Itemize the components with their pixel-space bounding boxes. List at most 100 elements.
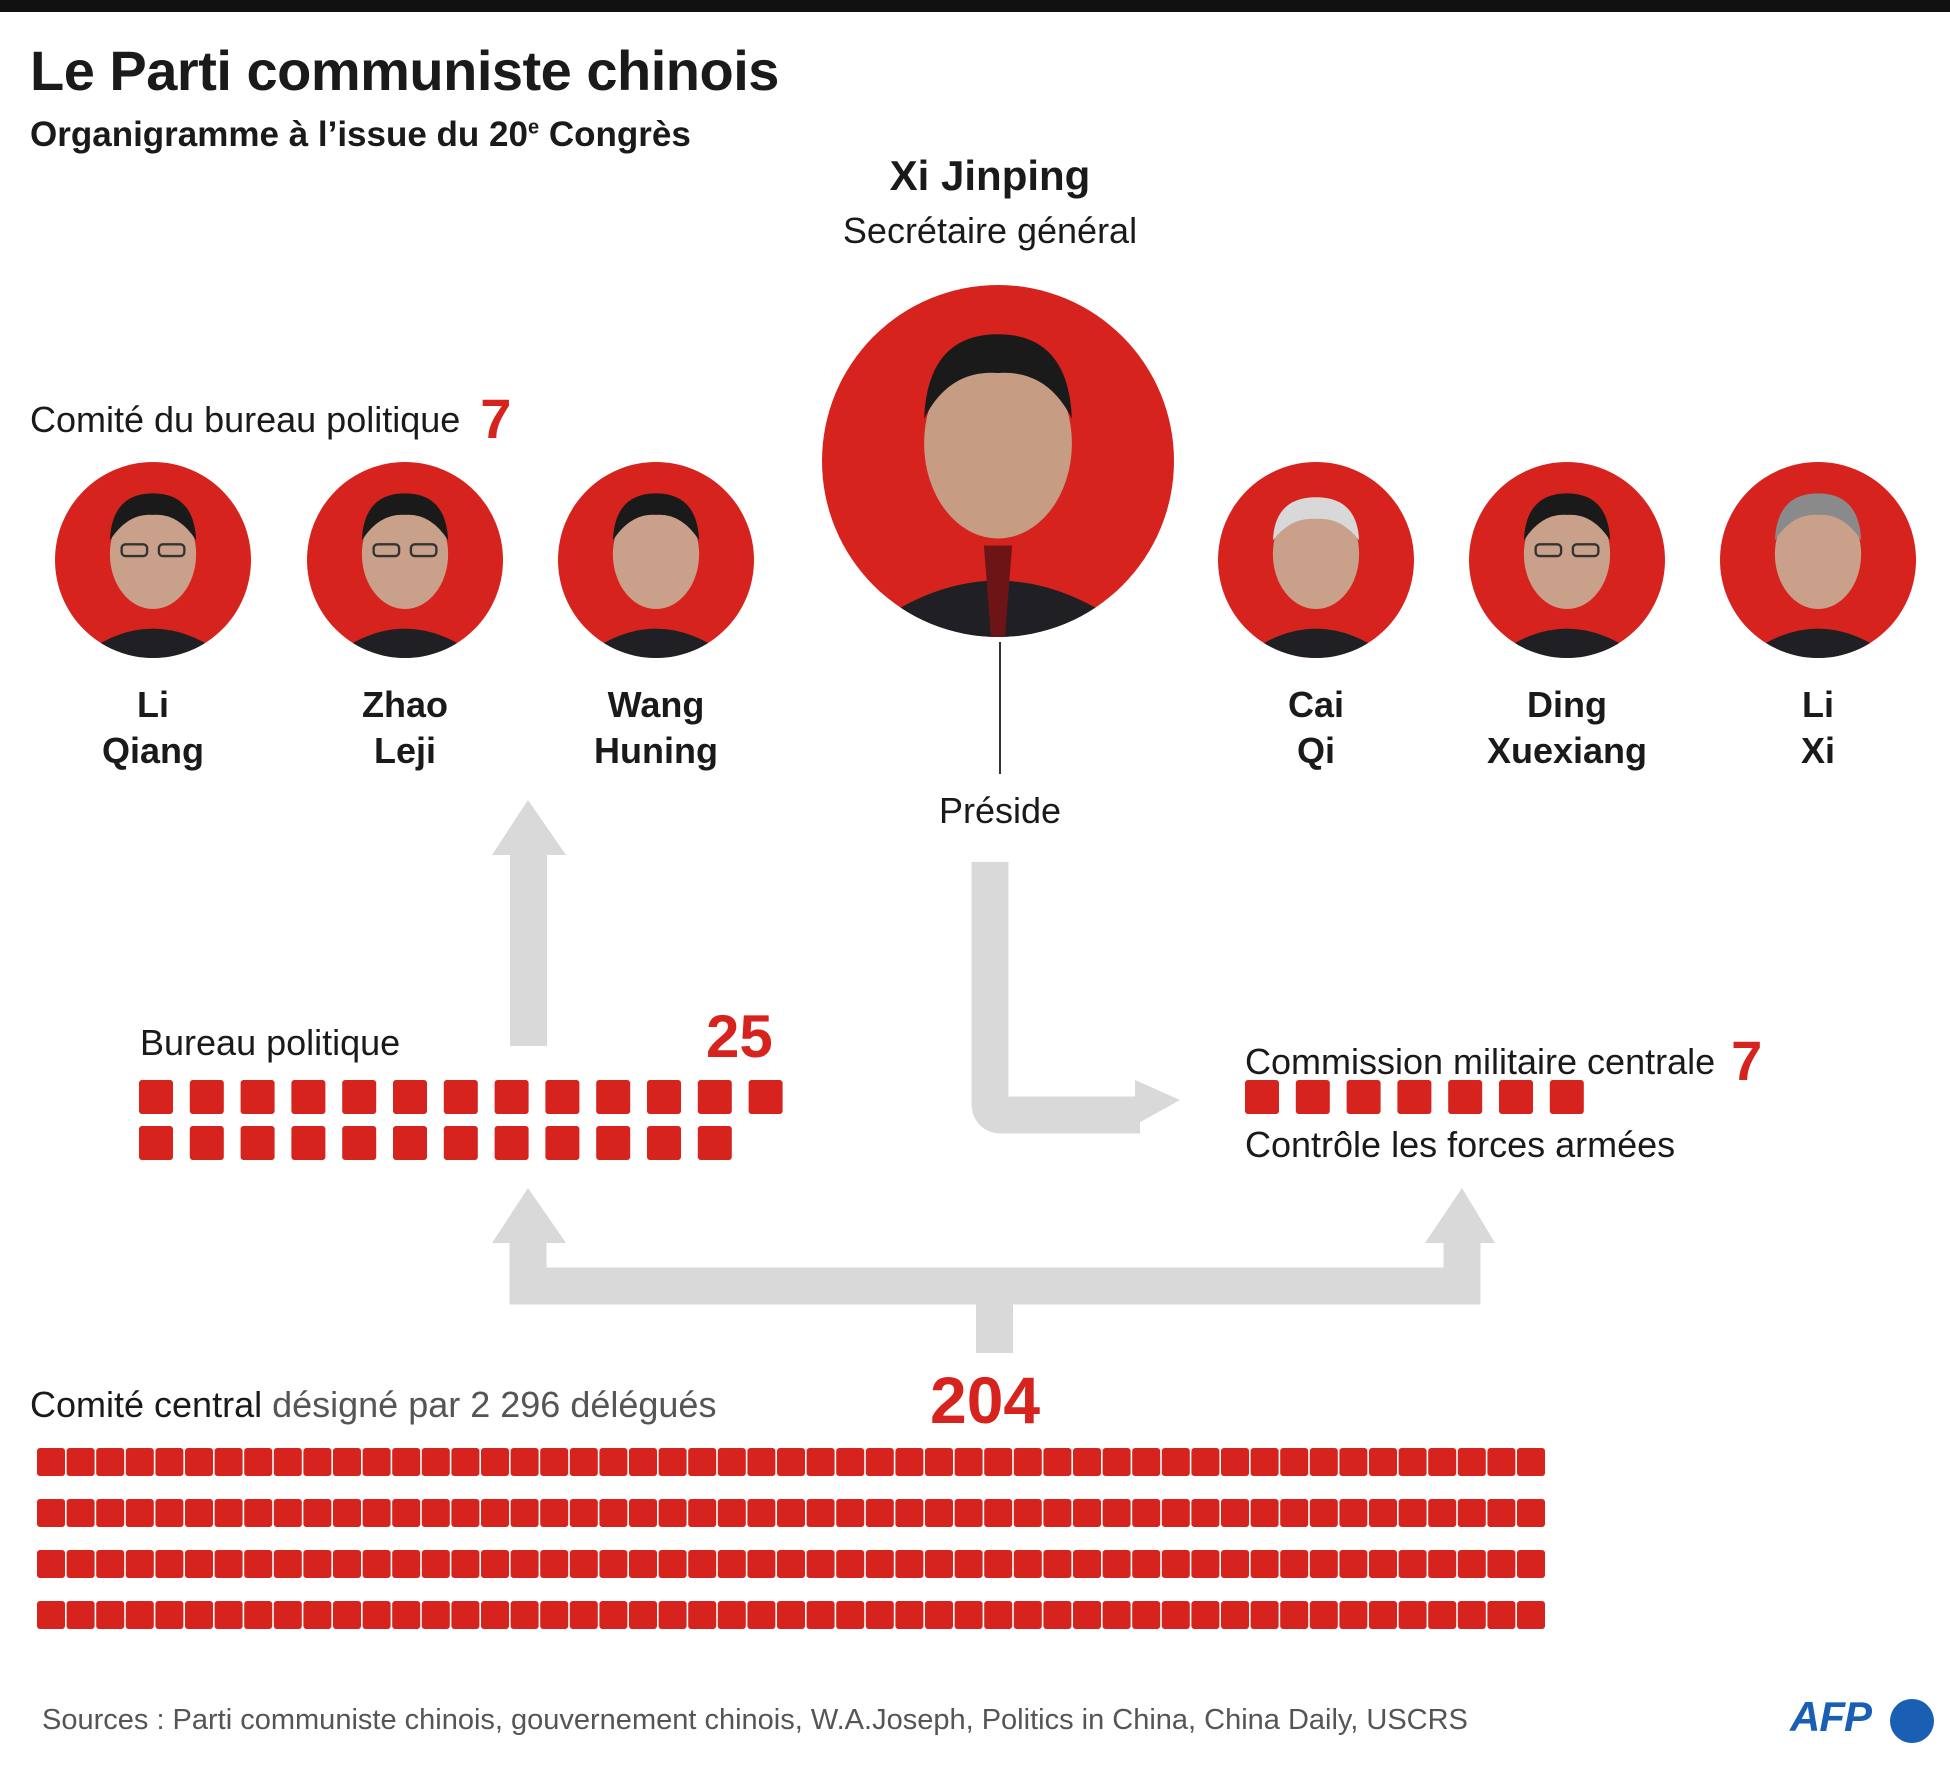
central-committee-member-square: [1517, 1448, 1545, 1476]
central-committee-member-square: [1132, 1448, 1161, 1476]
central-committee-member-square: [717, 1499, 746, 1527]
leader-portrait: [822, 285, 1174, 637]
member-last-name: Leji: [373, 730, 436, 771]
military-commission-squares: [1245, 1080, 1584, 1114]
member-first-name: Zhao: [362, 684, 448, 725]
politburo-member-square: [443, 1126, 478, 1160]
central-committee-member-square: [658, 1499, 687, 1527]
central-committee-member-square: [1250, 1550, 1279, 1578]
central-committee-member-square: [569, 1499, 598, 1527]
central-committee-member-square: [895, 1499, 924, 1527]
person-photo-icon: [1492, 493, 1642, 658]
military-commission-note: Contrôle les forces armées: [1245, 1124, 1676, 1165]
politburo-member-square: [189, 1126, 224, 1160]
central-committee-member-square: [1221, 1550, 1249, 1578]
politburo-member-square: [697, 1080, 732, 1114]
subtitle-text: Organigramme à l’issue du 20: [30, 115, 528, 154]
politburo-member-square: [393, 1080, 427, 1114]
preside-arrow-shaft: [971, 862, 1140, 1134]
central-committee-member-square: [333, 1499, 361, 1527]
central-committee-member-square: [1517, 1499, 1545, 1527]
central-committee-member-square: [984, 1601, 1013, 1629]
central-committee-member-square: [1428, 1448, 1457, 1476]
afp-logo: AFP: [1790, 1693, 1940, 1749]
central-committee-member-square: [421, 1601, 450, 1629]
central-committee-member-square: [1487, 1448, 1516, 1476]
central-committee-member-square: [481, 1448, 509, 1476]
politburo-member-square: [545, 1126, 580, 1160]
central-committee-member-square: [1161, 1550, 1190, 1578]
central-committee-member-square: [1102, 1550, 1131, 1578]
central-committee-member-square: [806, 1499, 835, 1527]
central-committee-member-square: [510, 1550, 539, 1578]
politburo-label: Bureau politique: [140, 1022, 401, 1063]
central-committee-member-square: [1398, 1499, 1427, 1527]
central-committee-member-square: [1517, 1550, 1545, 1578]
politburo-member-square: [748, 1080, 783, 1114]
standing-committee-label: Comité du bureau politique 7: [30, 380, 511, 450]
central-committee-member-square: [1102, 1448, 1131, 1476]
central-committee-member-square: [658, 1601, 687, 1629]
central-committee-member-square: [599, 1448, 628, 1476]
central-committee-member-square: [1161, 1448, 1190, 1476]
central-committee-member-square: [155, 1550, 184, 1578]
central-committee-member-square: [1191, 1448, 1220, 1476]
central-committee-member-square: [717, 1448, 746, 1476]
central-committee-member-square: [66, 1550, 95, 1578]
politburo-member-square: [393, 1126, 427, 1160]
central-committee-member-square: [1517, 1601, 1545, 1629]
central-committee-count: 204: [930, 1363, 1041, 1437]
politburo-member-square: [647, 1126, 681, 1160]
portrait-wang-huning: [558, 462, 754, 658]
central-committee-member-square: [925, 1499, 953, 1527]
military-commission-member-square: [1245, 1080, 1279, 1114]
member-name-li-qiang: Li Qiang: [33, 682, 273, 774]
central-committee-member-square: [1280, 1550, 1309, 1578]
central-committee-member-square: [185, 1448, 213, 1476]
central-committee-member-square: [1339, 1448, 1368, 1476]
central-committee-member-square: [1457, 1601, 1486, 1629]
member-last-name: Huning: [594, 730, 718, 771]
central-committee-member-square: [777, 1601, 805, 1629]
central-committee-member-square: [1428, 1499, 1457, 1527]
central-committee-member-square: [777, 1448, 805, 1476]
preside-label: Préside: [938, 790, 1062, 831]
subtitle-suffix: Congrès: [539, 115, 691, 154]
central-committee-member-square: [303, 1550, 332, 1578]
central-committee-member-square: [1073, 1550, 1101, 1578]
afp-logo-dot: [1890, 1699, 1934, 1743]
central-committee-member-square: [688, 1448, 717, 1476]
politburo-member-square: [494, 1126, 529, 1160]
member-name-zhao-leji: Zhao Leji: [285, 682, 525, 774]
central-committee-member-square: [1102, 1601, 1131, 1629]
central-committee-member-square: [244, 1550, 273, 1578]
afp-logo-text: AFP: [1790, 1693, 1872, 1740]
central-committee-member-square: [1191, 1601, 1220, 1629]
central-committee-member-square: [1487, 1499, 1516, 1527]
central-committee-member-square: [1457, 1448, 1486, 1476]
central-committee-member-square: [1132, 1601, 1161, 1629]
central-committee-squares: [37, 1448, 1545, 1629]
central-committee-member-square: [688, 1550, 717, 1578]
politburo-squares: [139, 1080, 783, 1160]
central-committee-member-square: [925, 1448, 953, 1476]
central-committee-member-square: [125, 1550, 154, 1578]
central-committee-member-square: [954, 1601, 983, 1629]
member-first-name: Wang: [607, 684, 705, 725]
central-committee-member-square: [895, 1550, 924, 1578]
central-committee-member-square: [510, 1601, 539, 1629]
central-committee-member-square: [1369, 1601, 1397, 1629]
fork-right-head: [1425, 1188, 1495, 1243]
central-committee-member-square: [37, 1550, 65, 1578]
central-committee-member-square: [1132, 1550, 1161, 1578]
central-committee-member-square: [1398, 1448, 1427, 1476]
central-committee-member-square: [185, 1499, 213, 1527]
standing-committee-count: 7: [480, 387, 512, 450]
military-commission-member-square: [1499, 1080, 1533, 1114]
central-committee-member-square: [1132, 1499, 1161, 1527]
central-committee-member-square: [569, 1550, 598, 1578]
central-committee-member-square: [481, 1499, 509, 1527]
central-committee-member-square: [362, 1550, 391, 1578]
